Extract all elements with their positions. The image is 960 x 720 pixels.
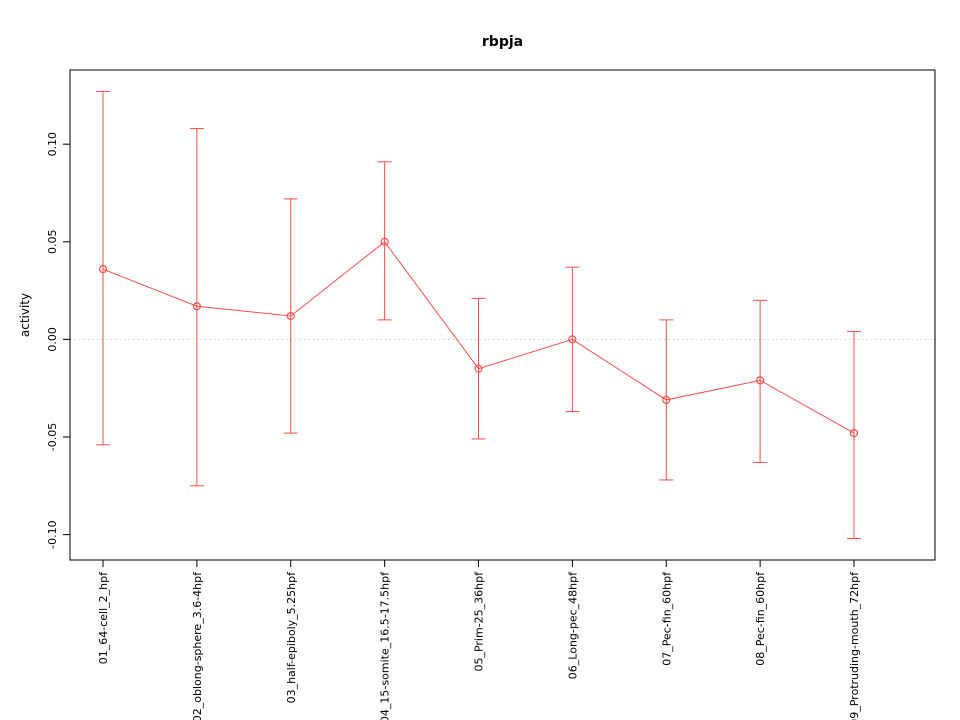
svg-text:09_Protruding-mouth_72hpf: 09_Protruding-mouth_72hpf: [848, 571, 861, 720]
svg-text:01_64-cell_2_hpf: 01_64-cell_2_hpf: [97, 571, 110, 664]
svg-text:02_oblong-sphere_3.6-4hpf: 02_oblong-sphere_3.6-4hpf: [191, 571, 204, 720]
svg-text:07_Pec-fin_60hpf: 07_Pec-fin_60hpf: [660, 571, 673, 666]
svg-text:06_Long-pec_48hpf: 06_Long-pec_48hpf: [566, 571, 579, 679]
svg-text:-0.10: -0.10: [46, 520, 59, 548]
svg-text:04_15-somite_16.5-17.5hpf: 04_15-somite_16.5-17.5hpf: [379, 571, 392, 720]
svg-text:08_Pec-fin_60hpf: 08_Pec-fin_60hpf: [754, 571, 767, 666]
svg-text:05_Prim-25_36hpf: 05_Prim-25_36hpf: [473, 571, 486, 672]
svg-text:03_half-epiboly_5.25hpf: 03_half-epiboly_5.25hpf: [285, 571, 298, 704]
svg-text:0.00: 0.00: [46, 327, 59, 352]
chart-title: rbpja: [481, 34, 524, 50]
svg-text:-0.05: -0.05: [46, 423, 59, 451]
svg-text:0.10: 0.10: [46, 132, 59, 157]
svg-text:0.05: 0.05: [46, 230, 59, 255]
